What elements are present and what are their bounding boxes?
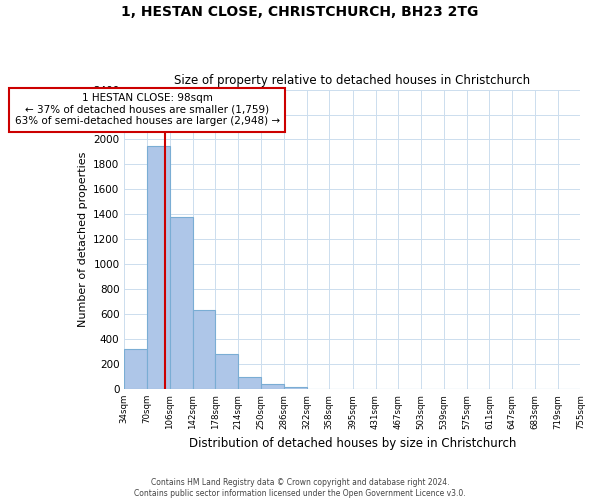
Bar: [147, 146, 170, 389]
Title: Size of property relative to detached houses in Christchurch: Size of property relative to detached ho…: [175, 74, 530, 87]
Text: Contains HM Land Registry data © Crown copyright and database right 2024.
Contai: Contains HM Land Registry data © Crown c…: [134, 478, 466, 498]
Bar: [124, 349, 147, 389]
Text: 1, HESTAN CLOSE, CHRISTCHURCH, BH23 2TG: 1, HESTAN CLOSE, CHRISTCHURCH, BH23 2TG: [121, 5, 479, 19]
Y-axis label: Number of detached properties: Number of detached properties: [77, 152, 88, 327]
Bar: [193, 310, 215, 389]
Bar: [261, 384, 284, 389]
Bar: [170, 217, 193, 389]
Bar: [238, 377, 261, 389]
Bar: [284, 386, 307, 389]
Bar: [215, 354, 238, 389]
Text: 1 HESTAN CLOSE: 98sqm
← 37% of detached houses are smaller (1,759)
63% of semi-d: 1 HESTAN CLOSE: 98sqm ← 37% of detached …: [14, 94, 280, 126]
X-axis label: Distribution of detached houses by size in Christchurch: Distribution of detached houses by size …: [189, 437, 516, 450]
